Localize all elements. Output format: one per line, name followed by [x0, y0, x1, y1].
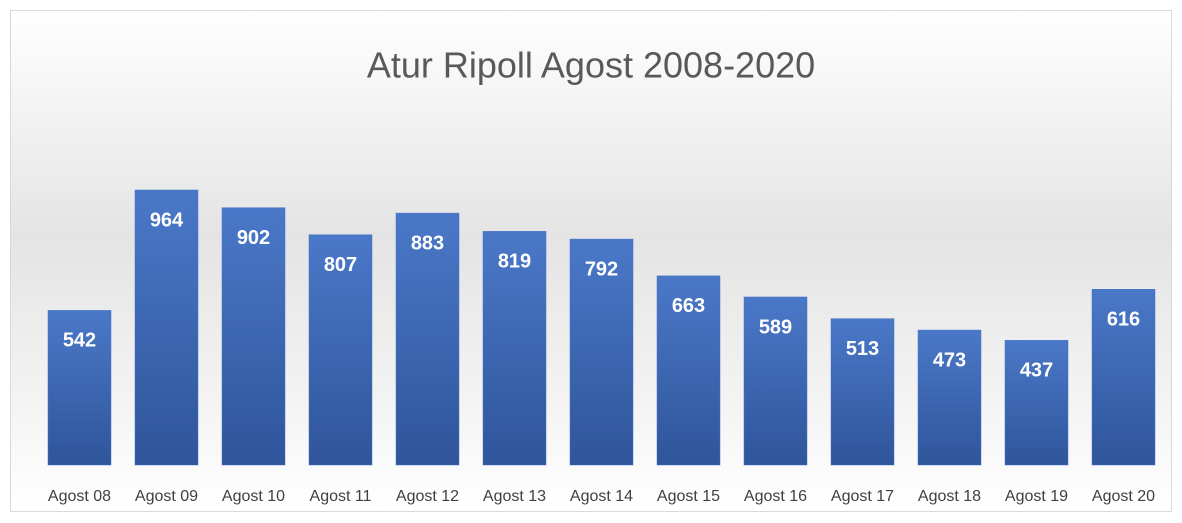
value-label: 807 — [324, 254, 357, 276]
value-label: 792 — [585, 258, 618, 280]
value-label: 964 — [150, 209, 184, 231]
value-label: 513 — [846, 338, 879, 360]
value-label: 616 — [1107, 309, 1140, 331]
value-label: 819 — [498, 251, 531, 273]
bar — [482, 231, 547, 466]
value-label: 473 — [933, 349, 966, 371]
x-tick-label: Agost 14 — [570, 488, 633, 505]
bar — [308, 234, 373, 466]
x-tick-label: Agost 18 — [918, 488, 981, 505]
x-tick-label: Agost 17 — [831, 488, 894, 505]
value-label: 663 — [672, 295, 705, 317]
bar — [134, 189, 199, 466]
value-label: 883 — [411, 232, 444, 254]
x-tick-label: Agost 20 — [1092, 488, 1155, 505]
value-label: 902 — [237, 227, 270, 249]
bar — [830, 318, 895, 466]
x-tick-label: Agost 08 — [48, 488, 111, 505]
bar — [1091, 289, 1156, 466]
x-tick-label: Agost 15 — [657, 488, 720, 505]
bar — [656, 275, 721, 466]
bar — [395, 212, 460, 466]
value-label: 589 — [759, 316, 792, 338]
x-tick-label: Agost 16 — [744, 488, 807, 505]
x-tick-label: Agost 11 — [310, 488, 372, 505]
bar — [47, 310, 112, 466]
bar — [917, 329, 982, 466]
bar — [743, 296, 808, 466]
x-tick-label: Agost 13 — [483, 488, 546, 505]
chart-title: Atur Ripoll Agost 2008-2020 — [367, 45, 815, 86]
value-label: 542 — [63, 330, 96, 352]
x-tick-label: Agost 19 — [1005, 488, 1068, 505]
bar — [221, 207, 286, 466]
x-tick-label: Agost 10 — [222, 488, 285, 505]
bar — [1004, 340, 1069, 466]
bar — [569, 238, 634, 466]
value-label: 437 — [1020, 360, 1053, 382]
x-tick-label: Agost 09 — [135, 488, 198, 505]
x-tick-label: Agost 12 — [396, 488, 459, 505]
